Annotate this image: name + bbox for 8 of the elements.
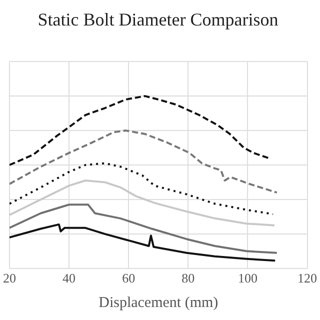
chart-title: Static Bolt Diameter Comparison bbox=[38, 10, 278, 30]
x-tick-label: 40 bbox=[62, 270, 76, 286]
x-tick-label: 60 bbox=[122, 270, 136, 286]
x-tick-label: 80 bbox=[182, 270, 195, 286]
x-tick-label: 120 bbox=[298, 270, 317, 286]
x-tick-label: 20 bbox=[3, 270, 16, 286]
x-tick-label: 100 bbox=[238, 270, 258, 286]
x-axis-title: Displacement (mm) bbox=[98, 294, 218, 311]
